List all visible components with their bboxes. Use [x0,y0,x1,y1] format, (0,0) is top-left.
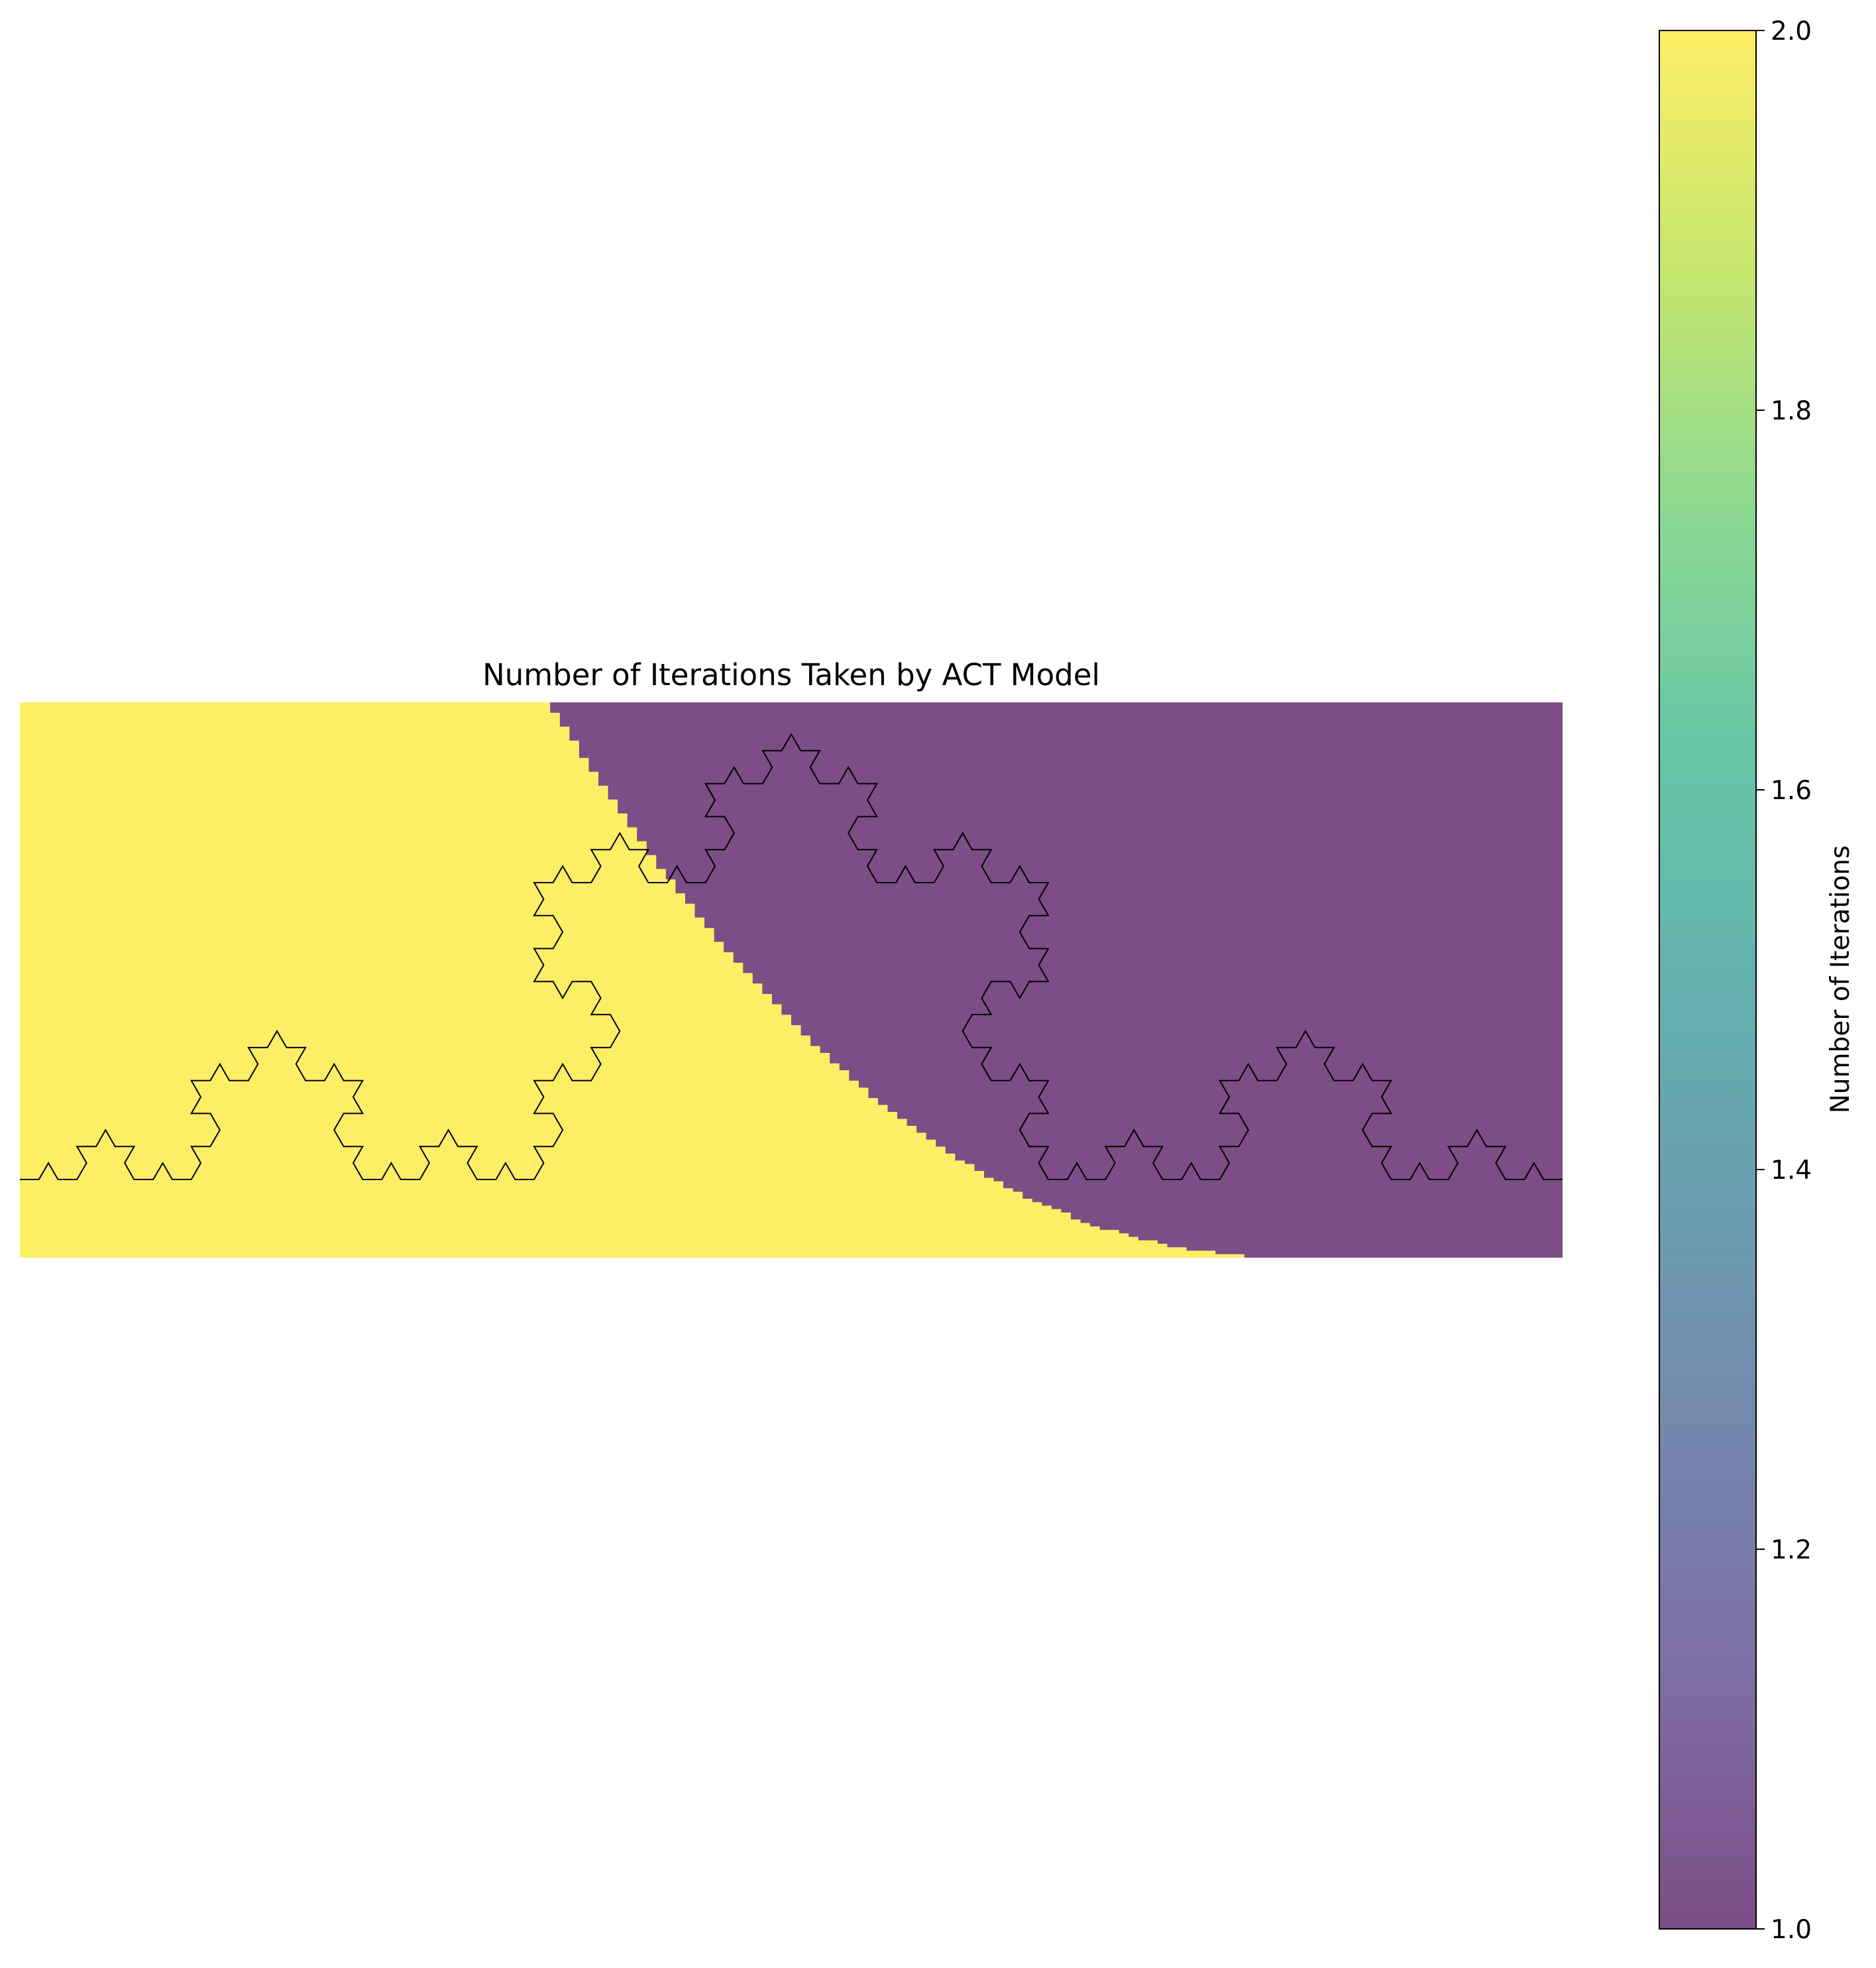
colorbar-ticks: 1.0 1.2 1.4 1.6 1.8 2.0 [1756,17,1812,1945]
colorbar-tick-label: 1.2 [1771,1535,1812,1565]
colorbar-tick-label: 1.4 [1771,1156,1812,1185]
heatmap-region-value-1 [20,702,1563,1258]
colorbar-tick-label: 1.6 [1771,776,1812,806]
colorbar-tick-label: 1.0 [1771,1915,1812,1945]
koch-snowflake-outline [20,733,1563,1180]
chart-title: Number of Iterations Taken by ACT Model [482,657,1100,692]
colorbar-gradient [1659,30,1757,1930]
heatmap-plot-area [20,702,1563,1258]
colorbar-tick-label: 1.8 [1771,396,1812,426]
colorbar: 1.0 1.2 1.4 1.6 1.8 2.0 Number of Iterations [1659,17,1855,1945]
colorbar-label: Number of Iterations [1826,846,1855,1114]
colorbar-tick-label: 2.0 [1771,17,1812,46]
